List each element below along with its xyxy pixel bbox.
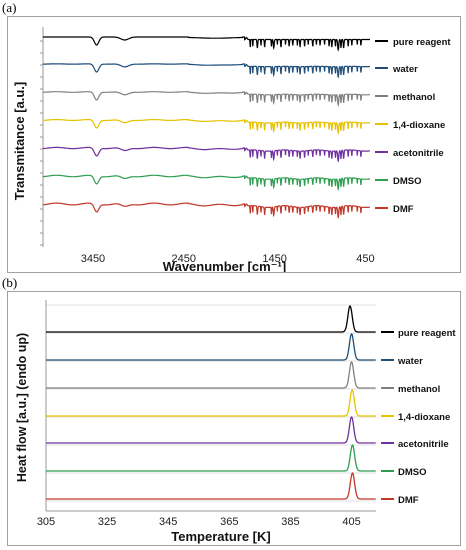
panel-a-label: (a) (2, 0, 17, 15)
ftir-series-line-pure-reagent (43, 36, 370, 52)
dsc-series-line-water (46, 333, 376, 361)
dsc-legend-label: water (397, 356, 423, 367)
dsc-chart-panel: 305 325 345 365 385 405 Temperature [K] Heat fl… (7, 291, 461, 546)
ftir-series-line-methanol (42, 91, 370, 107)
ftir-legend-label: acetonitrile (393, 148, 444, 159)
dsc-legend-label: methanol (398, 384, 440, 395)
dsc-x-tick-label: 325 (98, 516, 116, 528)
ftir-x-axis-label: Wavenumber [cm⁻¹] (163, 259, 286, 272)
dsc-series-line-methanol (46, 361, 376, 389)
ftir-x-tick-label: 1450 (262, 253, 286, 265)
ftir-x-tick-label: 3450 (81, 253, 105, 265)
dsc-series-line-acetonitrile (46, 416, 376, 444)
dsc-series-line-dmso (46, 444, 376, 472)
ftir-legend-label: DMF (393, 204, 414, 215)
dsc-x-tick-label: 405 (342, 516, 360, 528)
dsc-chart: 305 325 345 365 385 405 Temperature [K] Heat fl… (15, 300, 456, 544)
dsc-legend-label: DMF (398, 495, 419, 506)
ftir-series-line-acetonitrile (43, 146, 370, 163)
dsc-x-tick-label: 305 (37, 516, 55, 528)
dsc-y-axis-label: Heat flow [a.u.] (endo up) (15, 333, 29, 482)
dsc-x-tick-label: 365 (220, 516, 238, 528)
ftir-series-line-water (43, 63, 370, 79)
ftir-legend-label: DMSO (393, 176, 422, 187)
dsc-x-tick-label: 385 (281, 516, 299, 528)
ftir-x-tick-label: 2450 (172, 253, 196, 265)
dsc-legend-label: 1,4-dioxane (398, 412, 450, 423)
dsc-legend-label: acetonitrile (398, 439, 449, 450)
ftir-y-axis-label: Transmitance [a.u.] (12, 82, 27, 200)
ftir-series-line-dmso (42, 174, 371, 191)
ftir-legend-label: 1,4-dioxane (393, 120, 445, 131)
dsc-series-line-1-4-dioxane (46, 389, 376, 417)
ftir-legend-label: water (392, 64, 418, 75)
ftir-series-line-1-4-dioxane (43, 119, 370, 136)
panel-b-label: (b) (2, 275, 18, 290)
dsc-legend-label: pure reagent (398, 328, 456, 339)
ftir-series-line-dmf (42, 202, 371, 220)
ftir-legend-label: pure reagent (393, 37, 451, 48)
dsc-series-line-pure-reagent (46, 305, 376, 333)
dsc-legend-label: DMSO (398, 467, 427, 478)
ftir-legend-label: methanol (393, 92, 435, 103)
ftir-chart: 3450 2450 1450 450 Wavenumber [cm⁻¹] Transmit… (12, 27, 451, 274)
dsc-series-line-dmf (46, 472, 376, 500)
ftir-chart-panel: 3450 2450 1450 450 Wavenumber [cm⁻¹] Transmit… (7, 16, 461, 274)
dsc-x-tick-label: 345 (159, 516, 177, 528)
dsc-x-axis-label: Temperature [K] (171, 529, 270, 544)
ftir-x-tick-label: 450 (356, 253, 374, 265)
